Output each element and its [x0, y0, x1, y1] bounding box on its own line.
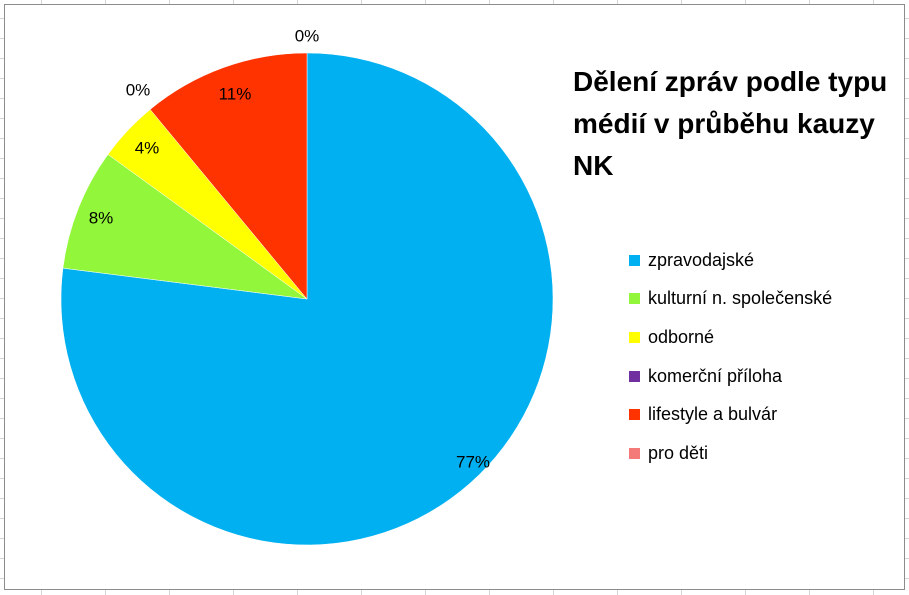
- legend-label: komerční příloha: [648, 365, 783, 386]
- legend-swatch: [629, 331, 640, 343]
- chart-legend: zpravodajské kulturní n. společenské odbor…: [629, 241, 832, 473]
- legend-label: odborné: [648, 326, 715, 347]
- data-label-odborne: 4%: [135, 138, 160, 157]
- legend-swatch: [629, 447, 640, 459]
- legend-item-kulturni-n-spolecenske[interactable]: kulturní n. společenské: [629, 280, 832, 319]
- legend-item-zpravodajske[interactable]: zpravodajské: [629, 241, 832, 280]
- data-label-lifestyle-a-bulvar: 11%: [219, 84, 252, 103]
- pie-chart: 77% 8% 4% 0% 11% 0%: [60, 26, 554, 546]
- legend-swatch: [629, 370, 640, 382]
- chart-title: Dělení zpráv podle typu médií v průběhu …: [573, 66, 888, 181]
- legend-item-lifestyle-a-bulvar[interactable]: lifestyle a bulvár: [629, 395, 832, 434]
- data-label-pro-deti: 0%: [295, 26, 320, 45]
- legend-label: zpravodajské: [648, 249, 755, 270]
- legend-item-pro-deti[interactable]: pro děti: [629, 434, 832, 473]
- data-label-kulturni-n-spolecenske: 8%: [89, 208, 114, 227]
- legend-swatch: [629, 293, 640, 305]
- chart-area[interactable]: 77% 8% 4% 0% 11% 0% Dělení zpráv podle typu m…: [4, 4, 905, 590]
- legend-label: kulturní n. společenské: [648, 288, 833, 309]
- pie-slice-kulturni-n-spolecenske[interactable]: [62, 154, 308, 300]
- data-label-komercni-priloha: 0%: [126, 80, 151, 99]
- legend-label: lifestyle a bulvár: [648, 404, 778, 425]
- legend-swatch: [629, 254, 640, 266]
- legend-item-komercni-priloha[interactable]: komerční příloha: [629, 357, 832, 396]
- data-label-zpravodajske: 77%: [456, 452, 490, 471]
- legend-swatch: [629, 409, 640, 421]
- legend-item-odborne[interactable]: odborné: [629, 318, 832, 357]
- legend-label: pro děti: [648, 442, 709, 463]
- pie-slice-lifestyle-a-bulvar[interactable]: [149, 52, 308, 300]
